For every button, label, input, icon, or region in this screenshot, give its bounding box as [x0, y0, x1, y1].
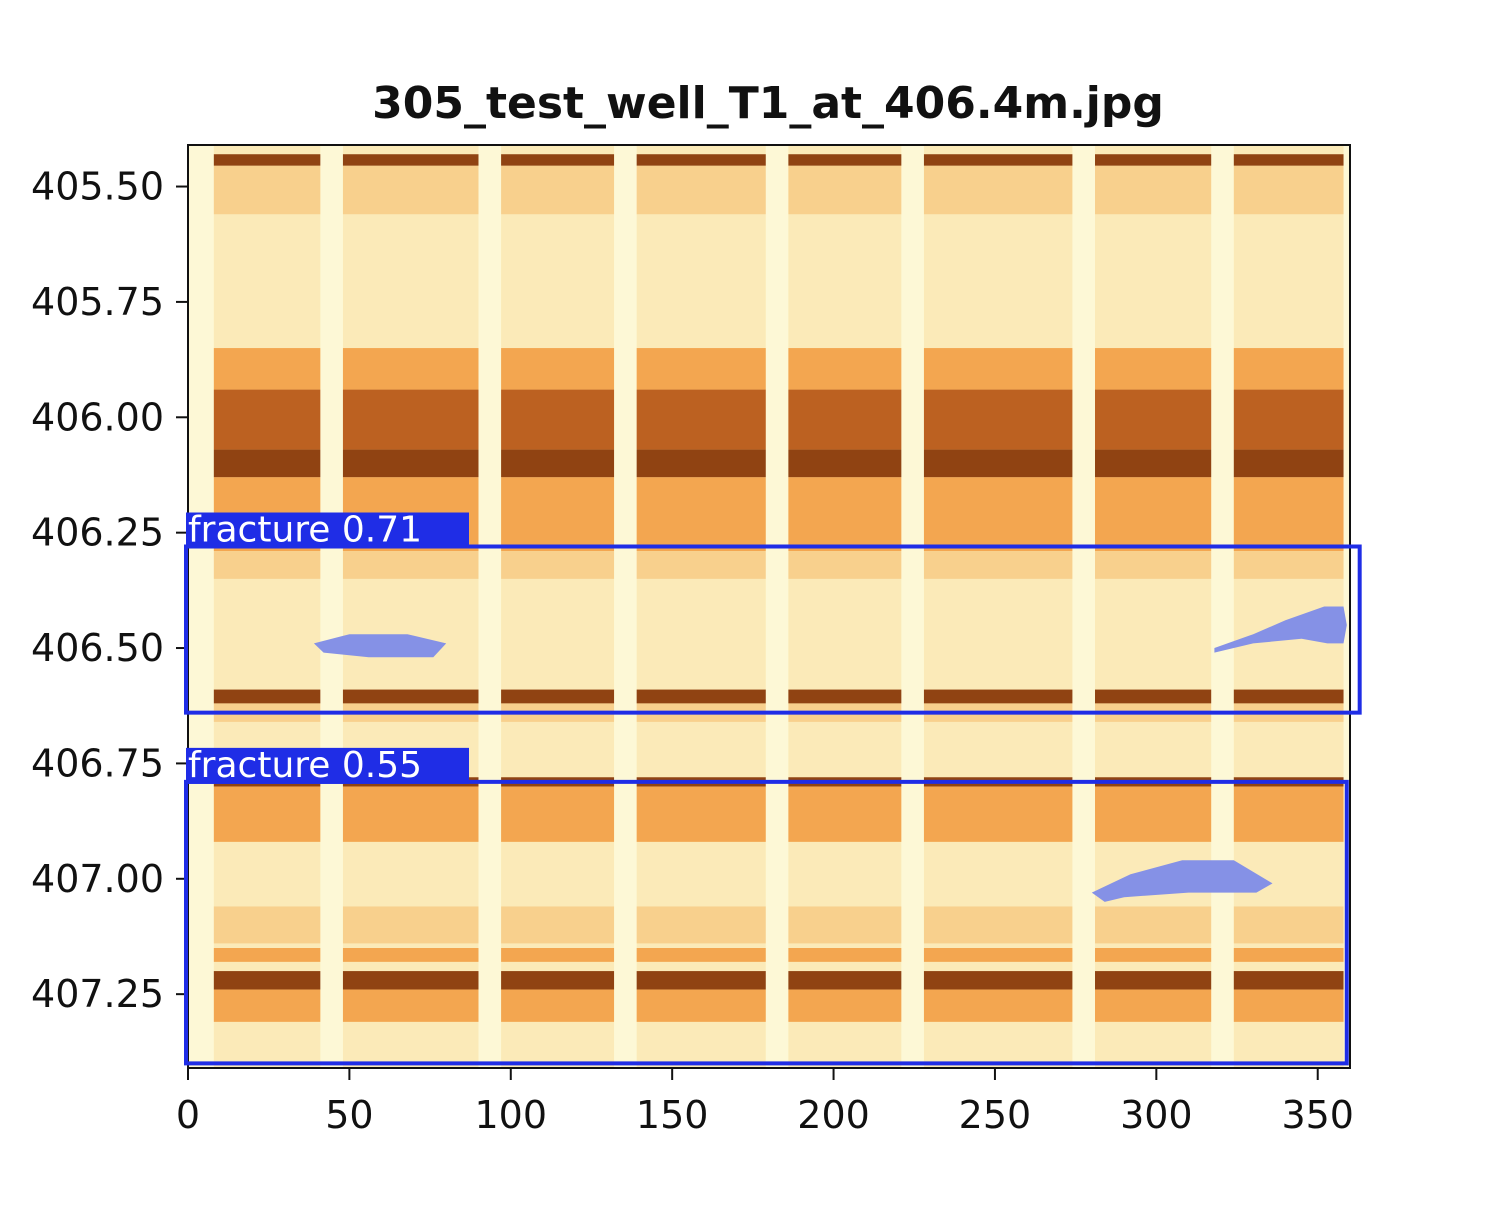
- plot-area: [188, 145, 1350, 1068]
- fracture-mask: [1091, 860, 1273, 902]
- x-tick-label: 150: [636, 1093, 709, 1137]
- chart-title: 305_test_well_T1_at_406.4m.jpg: [372, 78, 1164, 129]
- axes: 0 50 100 150 200 250 300 350 405.50 405.75 406.00 4…: [31, 165, 1354, 1137]
- fracture-mask: [1214, 606, 1347, 653]
- y-tick-label: 406.25: [31, 511, 164, 555]
- x-tick-label: 250: [959, 1093, 1032, 1137]
- pad-gap: [1211, 145, 1234, 1068]
- pad-gap: [765, 145, 789, 1068]
- detection-box: [184, 779, 1349, 1066]
- x-tick-label: 350: [1281, 1093, 1354, 1137]
- pad-gap: [188, 145, 214, 1068]
- x-tick-label: 50: [325, 1093, 373, 1137]
- fracture-mask: [313, 634, 447, 658]
- x-tick-label: 300: [1120, 1093, 1193, 1137]
- x-tick-label: 0: [176, 1093, 200, 1137]
- y-tick-label: 406.50: [31, 626, 164, 670]
- y-tick-label: 405.50: [31, 165, 164, 209]
- y-tick-label: 406.00: [31, 395, 164, 439]
- pad-gap: [1072, 145, 1096, 1068]
- detection-label: fracture 0.71: [188, 510, 422, 551]
- detection-box: [184, 544, 1362, 715]
- pad-gap: [901, 145, 924, 1068]
- detection-label: fracture 0.55: [188, 745, 422, 786]
- y-tick-label: 407.25: [31, 972, 164, 1016]
- detection-label-bg: [186, 747, 469, 784]
- y-tick-label: 405.75: [31, 280, 164, 324]
- detection-label-bg: [186, 512, 469, 549]
- x-tick-label: 100: [475, 1093, 548, 1137]
- detection-overlays: fracture 0.71 fracture 0.55: [184, 510, 1362, 1066]
- y-tick-label: 407.00: [31, 857, 164, 901]
- pad-gap: [1343, 145, 1350, 1068]
- pad-gap: [614, 145, 637, 1068]
- x-tick-label: 200: [797, 1093, 870, 1137]
- pad-gap: [320, 145, 343, 1068]
- y-tick-label: 406.75: [31, 741, 164, 785]
- pad-gap: [478, 145, 502, 1068]
